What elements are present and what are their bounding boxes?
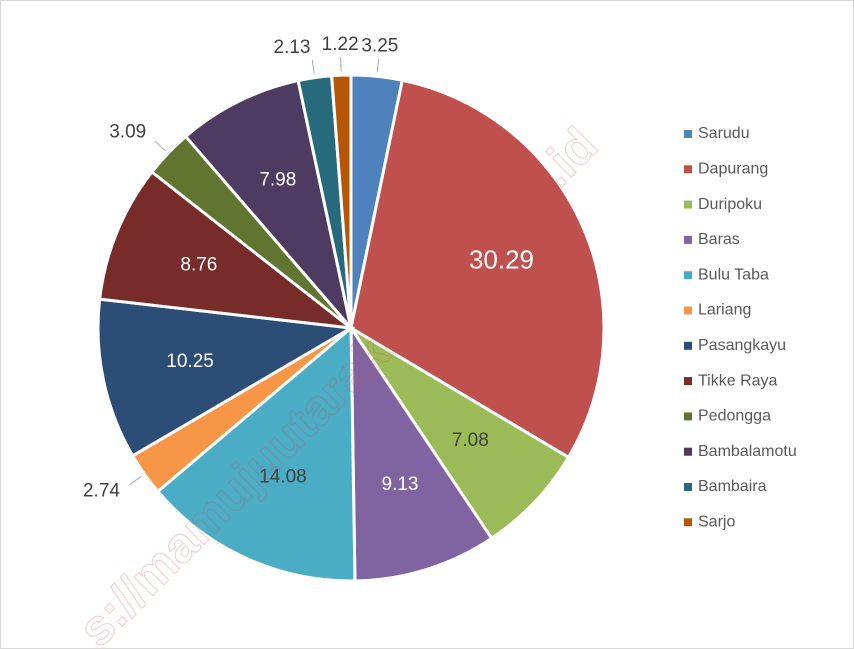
legend-label: Pasangkayu — [698, 337, 786, 354]
pie-slice — [330, 73, 353, 329]
legend-swatch — [684, 341, 692, 350]
leader-line — [154, 140, 166, 151]
data-label: 3.09 — [109, 122, 146, 143]
data-label: 2.74 — [83, 480, 120, 501]
pie-slice — [96, 297, 356, 458]
pie-slice — [349, 322, 494, 583]
leader-line — [340, 57, 342, 72]
legend-swatch — [684, 235, 692, 244]
legend-swatch — [684, 271, 692, 280]
legend-swatch — [684, 200, 692, 209]
legend-swatch — [684, 412, 692, 421]
legend-label: Lariang — [698, 302, 751, 319]
legend-swatch — [684, 306, 692, 315]
legend-label: Bambalamotu — [698, 443, 797, 460]
leader-line — [376, 58, 380, 73]
legend-swatch — [684, 165, 692, 174]
legend-label: Dapurang — [698, 161, 768, 178]
legend-label: Bambaira — [698, 478, 767, 495]
pie-slice — [97, 169, 357, 331]
data-label: 14.08 — [259, 467, 307, 488]
data-label: 7.98 — [259, 170, 296, 191]
data-label: 3.25 — [361, 35, 398, 56]
pie-slice — [155, 324, 357, 583]
legend-label: Tikke Raya — [698, 372, 778, 389]
legend-swatch — [684, 518, 692, 527]
data-label: 7.08 — [452, 430, 489, 451]
pie-slice — [183, 78, 353, 329]
legend-swatch — [684, 130, 692, 138]
legend-label: Bulu Taba — [698, 266, 769, 283]
legend-label: Duripoku — [698, 196, 762, 213]
legend-label: Baras — [698, 231, 740, 248]
data-label: 10.25 — [166, 351, 214, 372]
leader-line — [311, 59, 315, 74]
data-label: 8.76 — [180, 255, 217, 276]
data-label: 1.22 — [322, 34, 359, 55]
legend-swatch — [684, 377, 692, 386]
data-label: 30.29 — [469, 245, 534, 275]
pie-slice — [349, 78, 606, 460]
data-label: 9.13 — [382, 474, 419, 495]
legend-label: Sarudu — [698, 125, 750, 142]
legend-swatch — [684, 447, 692, 456]
leader-line — [129, 476, 142, 485]
legend-swatch — [684, 483, 692, 491]
data-label: 2.13 — [274, 37, 311, 58]
legend-label: Pedongga — [698, 408, 771, 425]
pie-slice — [349, 326, 571, 541]
legend-label: Sarjo — [698, 514, 735, 531]
